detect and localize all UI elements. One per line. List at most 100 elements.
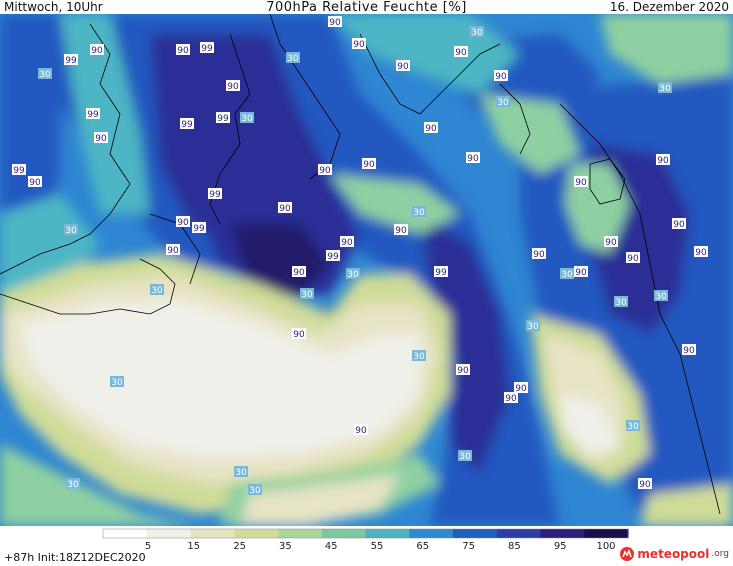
contour-label-90: 90 xyxy=(292,266,306,278)
svg-text:90: 90 xyxy=(605,238,617,248)
contour-label-99: 99 xyxy=(434,266,448,278)
svg-text:30: 30 xyxy=(151,286,163,296)
svg-text:90: 90 xyxy=(353,40,365,50)
color-scale-tick-label: 15 xyxy=(187,541,201,552)
contour-label-30: 30 xyxy=(626,420,640,432)
contour-label-90: 90 xyxy=(574,176,588,188)
svg-text:30: 30 xyxy=(301,290,313,300)
forecast-date-label: 16. Dezember 2020 xyxy=(609,0,729,14)
contour-label-30: 30 xyxy=(346,268,360,280)
contour-label-99: 99 xyxy=(216,112,230,124)
color-scale-segment xyxy=(453,529,498,538)
svg-text:90: 90 xyxy=(293,268,305,278)
map-title: 700hPa Relative Feuchte [%] xyxy=(266,0,467,15)
color-scale-tick-label: 45 xyxy=(324,541,338,552)
brand-logo[interactable]: meteopool .org xyxy=(619,546,729,562)
contour-label-90: 90 xyxy=(362,158,376,170)
color-scale-tick-label: 75 xyxy=(462,541,475,552)
svg-text:90: 90 xyxy=(29,178,41,188)
svg-text:90: 90 xyxy=(95,134,107,144)
svg-text:30: 30 xyxy=(67,480,79,490)
brand-icon xyxy=(620,547,635,561)
contour-label-30: 30 xyxy=(412,350,426,362)
svg-text:90: 90 xyxy=(515,384,527,394)
model-run-label: +87h Init:18Z12DEC2020 xyxy=(4,551,146,564)
contour-label-30: 30 xyxy=(38,68,52,80)
contour-label-30: 30 xyxy=(470,26,484,38)
svg-text:30: 30 xyxy=(627,422,639,432)
svg-text:99: 99 xyxy=(181,120,193,130)
contour-label-30: 30 xyxy=(526,320,540,332)
svg-text:90: 90 xyxy=(355,426,367,436)
contour-label-90: 90 xyxy=(226,80,240,92)
svg-text:90: 90 xyxy=(177,46,189,56)
color-scale-segment xyxy=(540,529,585,538)
color-scale-tick-label: 35 xyxy=(279,541,292,552)
svg-text:30: 30 xyxy=(655,292,667,302)
svg-text:30: 30 xyxy=(413,352,425,362)
contour-label-90: 90 xyxy=(694,246,708,258)
color-scale-tick-label: 85 xyxy=(508,541,521,552)
contour-label-90: 90 xyxy=(176,44,190,56)
svg-text:90: 90 xyxy=(683,346,695,356)
contour-label-90: 90 xyxy=(456,364,470,376)
svg-text:90: 90 xyxy=(639,480,651,490)
contour-label-99: 99 xyxy=(86,108,100,120)
contour-label-90: 90 xyxy=(532,248,546,260)
color-scale-segment xyxy=(365,529,410,538)
svg-text:90: 90 xyxy=(397,62,409,72)
svg-text:90: 90 xyxy=(395,226,407,236)
humidity-field xyxy=(0,14,733,526)
svg-text:90: 90 xyxy=(455,48,467,58)
svg-text:90: 90 xyxy=(657,156,669,166)
brand-name: meteopool xyxy=(637,547,710,561)
svg-text:90: 90 xyxy=(575,268,587,278)
color-scale-legend: 5 15 25 35 45 55 65 75 85 95 100 +87h Init:18Z12DE… xyxy=(0,526,733,566)
contour-label-90: 90 xyxy=(28,176,42,188)
color-scale-tick-label: 5 xyxy=(144,541,152,552)
color-scale-segment xyxy=(278,529,323,538)
svg-text:90: 90 xyxy=(177,218,189,228)
svg-text:90: 90 xyxy=(227,82,239,92)
color-scale-outline xyxy=(102,528,629,539)
contour-label-90: 90 xyxy=(638,478,652,490)
brand-tld: .org xyxy=(711,549,729,559)
svg-text:30: 30 xyxy=(413,208,425,218)
contour-label-90: 90 xyxy=(656,154,670,166)
svg-text:90: 90 xyxy=(457,366,469,376)
contour-label-30: 30 xyxy=(150,284,164,296)
svg-text:30: 30 xyxy=(561,270,573,280)
svg-text:30: 30 xyxy=(497,98,509,108)
svg-text:90: 90 xyxy=(91,46,103,56)
color-scale-tick-label: 25 xyxy=(233,541,246,552)
contour-label-90: 90 xyxy=(278,202,292,214)
color-scale-segment xyxy=(190,529,235,538)
svg-text:30: 30 xyxy=(659,84,671,94)
contour-label-90: 90 xyxy=(176,216,190,228)
contour-label-30: 30 xyxy=(614,296,628,308)
svg-text:99: 99 xyxy=(65,56,77,66)
contour-label-90: 90 xyxy=(396,60,410,72)
svg-text:99: 99 xyxy=(201,44,213,54)
contour-label-90: 90 xyxy=(494,70,508,82)
contour-label-90: 90 xyxy=(626,252,640,264)
svg-text:99: 99 xyxy=(327,252,339,262)
contour-label-30: 30 xyxy=(412,206,426,218)
contour-label-90: 90 xyxy=(466,152,480,164)
contour-label-90: 90 xyxy=(604,236,618,248)
contour-label-90: 90 xyxy=(318,164,332,176)
contour-label-30: 30 xyxy=(110,376,124,388)
coastlines xyxy=(0,14,721,515)
contour-label-99: 99 xyxy=(208,188,222,200)
svg-text:30: 30 xyxy=(527,322,539,332)
color-scale-tick-label: 55 xyxy=(370,541,384,552)
svg-text:99: 99 xyxy=(217,114,229,124)
svg-text:90: 90 xyxy=(673,220,685,230)
svg-text:90: 90 xyxy=(363,160,375,170)
contour-label-30: 30 xyxy=(234,466,248,478)
svg-text:90: 90 xyxy=(627,254,639,264)
humidity-map: 99 99 99 99 99 99 99 99 99 99 90 90 90 9… xyxy=(0,14,733,526)
contour-label-99: 99 xyxy=(180,118,194,130)
color-scale-segment xyxy=(146,529,192,538)
